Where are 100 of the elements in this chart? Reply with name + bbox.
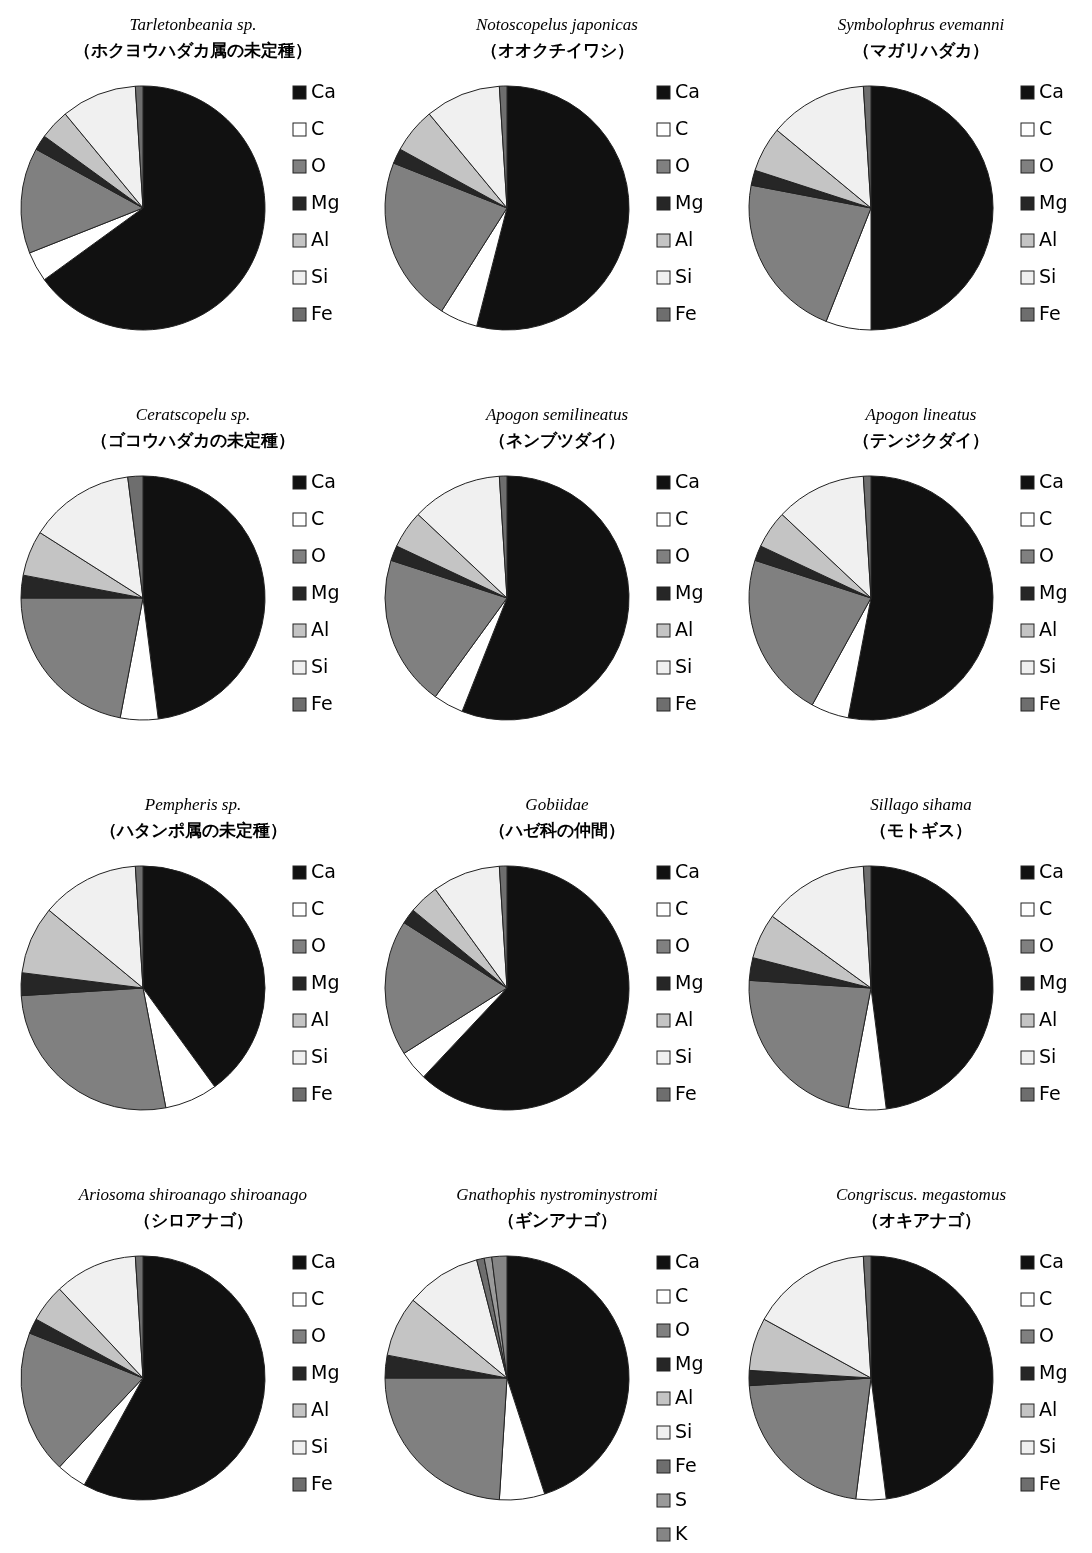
- legend-label: Si: [311, 1435, 329, 1457]
- legend-label: Si: [675, 655, 693, 677]
- legend-label: O: [675, 1318, 690, 1340]
- legend-label: C: [1039, 1287, 1053, 1309]
- chart-title: Congriscus. megastomus: [835, 1185, 1007, 1204]
- chart-subtitle: （ネンブツダイ）: [489, 430, 625, 450]
- legend-label: Si: [1039, 1045, 1057, 1067]
- legend-label: Al: [311, 618, 330, 640]
- legend-label: Ca: [1039, 80, 1064, 102]
- chart-title: Apogon semilineatus: [484, 405, 629, 424]
- legend-label: C: [311, 117, 325, 139]
- legend-label: Fe: [1039, 1472, 1061, 1494]
- legend-label: O: [675, 544, 690, 566]
- legend-label: Al: [675, 618, 694, 640]
- chart-title: Sillago sihama: [870, 795, 972, 814]
- legend-label: Al: [1039, 1008, 1058, 1030]
- legend-label: O: [1039, 1324, 1054, 1346]
- chart-title: Ariosoma shiroanago shiroanago: [77, 1185, 308, 1204]
- legend-label: O: [675, 934, 690, 956]
- legend-label: C: [311, 507, 325, 529]
- legend-label: Si: [311, 265, 329, 287]
- legend-label: Mg: [675, 581, 704, 603]
- legend-label: Ca: [675, 1250, 700, 1272]
- legend-label: Ca: [1039, 860, 1064, 882]
- chart-subtitle: （ホクヨウハダカ属の未定種）: [74, 40, 312, 60]
- legend-label: Mg: [311, 581, 340, 603]
- legend-label: O: [311, 1324, 326, 1346]
- legend-label: O: [1039, 544, 1054, 566]
- legend-label: Ca: [675, 470, 700, 492]
- legend-label: Si: [1039, 265, 1057, 287]
- legend-label: Al: [675, 228, 694, 250]
- chart-subtitle: （テンジクダイ）: [853, 430, 989, 450]
- chart-subtitle: （マガリハダカ）: [853, 40, 989, 60]
- legend-label: O: [311, 544, 326, 566]
- chart-subtitle: （オオクチイワシ）: [480, 40, 634, 60]
- legend-label: O: [311, 934, 326, 956]
- legend-label: Fe: [1039, 302, 1061, 324]
- legend-label: C: [675, 1284, 689, 1306]
- chart-subtitle: （ハゼ科の仲間）: [489, 820, 625, 840]
- legend-label: C: [675, 897, 689, 919]
- chart-subtitle: （ギンアナゴ）: [497, 1210, 617, 1230]
- legend-label: Al: [311, 1008, 330, 1030]
- legend-label: C: [311, 897, 325, 919]
- legend-label: Al: [311, 228, 330, 250]
- legend-label: Al: [1039, 618, 1058, 640]
- chart-title: Symbolophrus evemanni: [837, 15, 1005, 34]
- legend-label: Al: [675, 1386, 694, 1408]
- legend-label: Fe: [311, 302, 333, 324]
- legend-label: C: [1039, 897, 1053, 919]
- legend-label: Mg: [675, 971, 704, 993]
- chart-title: Apogon lineatus: [864, 405, 977, 424]
- legend-label: Ca: [311, 860, 336, 882]
- legend-label: C: [675, 507, 689, 529]
- legend-label: Fe: [1039, 1082, 1061, 1104]
- legend-label: Si: [675, 265, 693, 287]
- chart-title: Pempheris sp.: [143, 795, 242, 814]
- legend-label: Si: [1039, 655, 1057, 677]
- legend-label: Si: [675, 1045, 693, 1067]
- legend-label: Mg: [1039, 1361, 1068, 1383]
- legend-label: S: [675, 1488, 688, 1510]
- legend-label: Mg: [311, 1361, 340, 1383]
- legend-label: Fe: [675, 302, 697, 324]
- chart-title: Notoscopelus japonicas: [475, 15, 639, 34]
- legend-label: C: [311, 1287, 325, 1309]
- legend-label: Ca: [311, 80, 336, 102]
- legend-label: Al: [311, 1398, 330, 1420]
- legend-label: C: [1039, 507, 1053, 529]
- legend-label: Si: [675, 1420, 693, 1442]
- chart-subtitle: （シロアナゴ）: [133, 1210, 253, 1230]
- legend-label: Fe: [311, 692, 333, 714]
- legend-label: Fe: [675, 692, 697, 714]
- legend-label: Fe: [675, 1454, 697, 1476]
- legend-label: C: [675, 117, 689, 139]
- legend-label: O: [1039, 934, 1054, 956]
- chart-title: Gnathophis nystrominystromi: [456, 1185, 658, 1204]
- legend-label: Fe: [311, 1082, 333, 1104]
- legend-label: Mg: [675, 191, 704, 213]
- chart-subtitle: （ゴコウハダカの未定種）: [91, 430, 295, 450]
- legend-label: Si: [311, 1045, 329, 1067]
- legend-label: Mg: [311, 191, 340, 213]
- legend-label: Mg: [675, 1352, 704, 1374]
- chart-title: Ceratscopelu sp.: [135, 405, 251, 424]
- legend-label: O: [675, 154, 690, 176]
- legend-label: Al: [1039, 228, 1058, 250]
- legend-label: C: [1039, 117, 1053, 139]
- legend-label: Ca: [311, 470, 336, 492]
- legend-label: Al: [1039, 1398, 1058, 1420]
- chart-title: Gobiidae: [525, 795, 590, 814]
- legend-label: O: [311, 154, 326, 176]
- legend-label: Mg: [1039, 971, 1068, 993]
- legend-label: Ca: [1039, 470, 1064, 492]
- legend-label: Ca: [1039, 1250, 1064, 1272]
- legend-label: Fe: [1039, 692, 1061, 714]
- legend-label: Mg: [311, 971, 340, 993]
- legend-label: O: [1039, 154, 1054, 176]
- chart-subtitle: （ハタンポ属の未定種）: [99, 820, 287, 840]
- legend-label: Mg: [1039, 191, 1068, 213]
- chart-title: Tarletonbeania sp.: [129, 15, 257, 34]
- legend-label: Al: [675, 1008, 694, 1030]
- legend-label: Si: [1039, 1435, 1057, 1457]
